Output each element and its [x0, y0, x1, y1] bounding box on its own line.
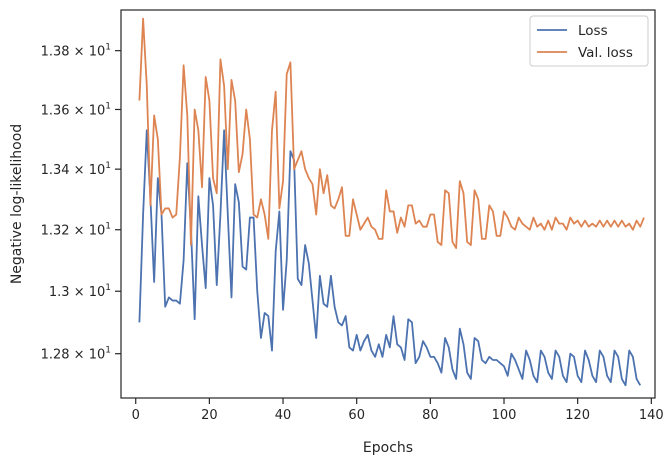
y-tick-label: 1.32 × 101 — [41, 222, 111, 239]
x-tick-label: 40 — [275, 408, 292, 423]
x-axis: 0 20 40 60 80 100 120 140 — [132, 398, 664, 423]
legend-label-loss: Loss — [578, 23, 608, 39]
legend-label-val-loss: Val. loss — [578, 45, 633, 61]
y-tick-label: 1.3 × 101 — [49, 283, 111, 300]
x-tick-label: 80 — [422, 408, 439, 423]
y-tick-label: 1.36 × 101 — [41, 101, 111, 118]
y-axis-label: Negative log-likelihood — [9, 124, 25, 284]
y-tick-label: 1.34 × 101 — [41, 161, 111, 178]
series-layer — [138, 17, 645, 387]
y-tick-label: 1.38 × 101 — [41, 43, 111, 60]
y-tick-label: 1.28 × 101 — [41, 346, 111, 363]
x-tick-label: 20 — [201, 408, 218, 423]
series-line-val-loss — [138, 17, 645, 249]
x-axis-label: Epochs — [363, 440, 413, 456]
x-tick-label: 0 — [132, 408, 140, 423]
y-axis: 1.28 × 101 1.3 × 101 1.32 × 101 1.34 × 101 1… — [41, 43, 121, 363]
series-line-loss — [138, 129, 642, 387]
x-tick-label: 120 — [565, 408, 590, 423]
x-tick-label: 140 — [639, 408, 664, 423]
legend: Loss Val. loss — [529, 15, 649, 67]
x-tick-label: 100 — [492, 408, 517, 423]
plot-frame — [120, 9, 656, 399]
x-tick-label: 60 — [348, 408, 365, 423]
legend-box — [529, 15, 649, 67]
